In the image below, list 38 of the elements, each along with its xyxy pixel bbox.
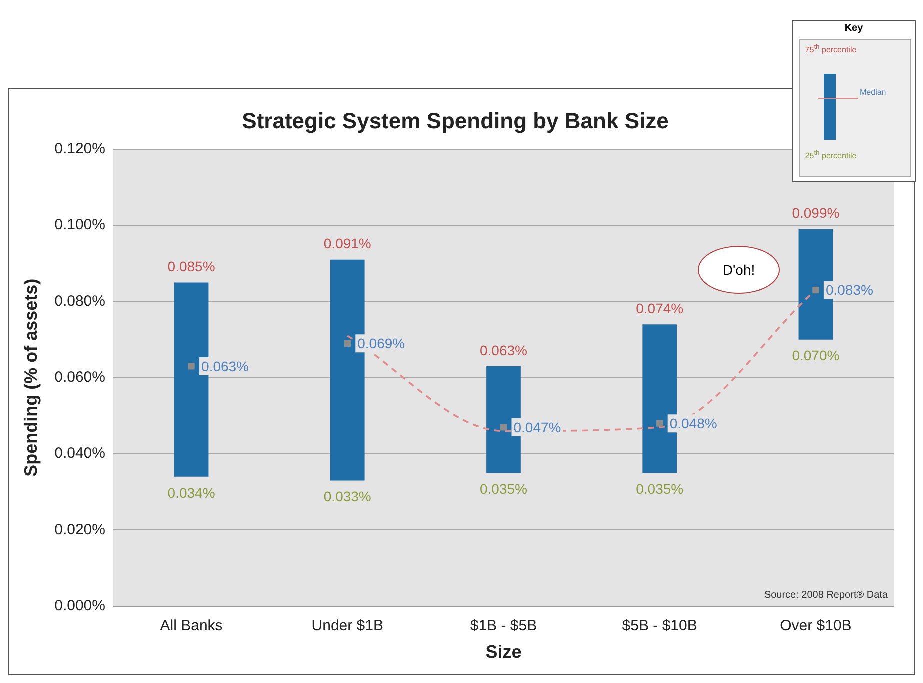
- y-tick-label: 0.000%: [54, 598, 106, 615]
- annotation: 0.099%: [792, 205, 840, 222]
- annotation: 0.074%: [636, 300, 684, 316]
- annotation: 0.035%: [636, 480, 684, 497]
- y-axis-title: Spending (% of assets): [20, 278, 41, 477]
- data-label: 0.047%: [514, 419, 562, 436]
- point: [812, 286, 820, 294]
- annotation: 0.063%: [480, 342, 528, 358]
- data-label: 0.048%: [670, 415, 718, 432]
- annotation: 0.035%: [480, 480, 528, 497]
- x-tick-label: Under $1B: [312, 618, 384, 635]
- x-tick-label: All Banks: [160, 618, 223, 635]
- y-tick-label: 0.100%: [54, 216, 106, 234]
- data-label: 0.069%: [358, 335, 406, 352]
- point: [344, 340, 351, 347]
- x-tick-label: Over $10B: [780, 618, 852, 635]
- annotation: 25$^{th}$ percentile: [804, 150, 858, 161]
- annotation: 0.085%: [168, 258, 216, 275]
- y-tick-label: 0.040%: [54, 445, 106, 462]
- point: [656, 420, 664, 427]
- data-label: 0.083%: [826, 282, 874, 298]
- x-tick-label: $5B - $10B: [622, 618, 698, 635]
- annotation: 0.034%: [168, 484, 216, 501]
- y-tick-label: 0.120%: [54, 140, 106, 158]
- annotation: 0.033%: [324, 488, 372, 505]
- point: [188, 363, 195, 370]
- y-tick-label: 0.020%: [54, 521, 106, 538]
- annotation: 0.070%: [792, 348, 840, 364]
- x-axis-title: Size: [486, 642, 522, 662]
- y-tick-label: 0.080%: [54, 292, 106, 310]
- x-tick-label: $1B - $5B: [470, 618, 538, 635]
- annotation: Source: 2008 Report® Data: [764, 590, 888, 602]
- chart-title: Strategic System Spending by Bank Size: [242, 108, 669, 134]
- y-tick-label: 0.060%: [54, 369, 106, 386]
- annotation: 0.091%: [324, 236, 372, 252]
- data-label: 0.063%: [202, 358, 250, 374]
- key-box: Key 75$^{th}$ percentile Median 25$^{th}$ percentile: [792, 20, 916, 182]
- point: [500, 424, 508, 431]
